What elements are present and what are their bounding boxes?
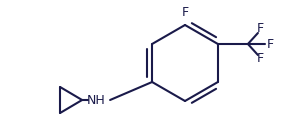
Text: F: F <box>256 52 264 66</box>
Text: NH: NH <box>87 94 106 106</box>
Text: F: F <box>266 38 274 50</box>
Text: F: F <box>256 22 264 35</box>
Text: F: F <box>181 7 188 19</box>
